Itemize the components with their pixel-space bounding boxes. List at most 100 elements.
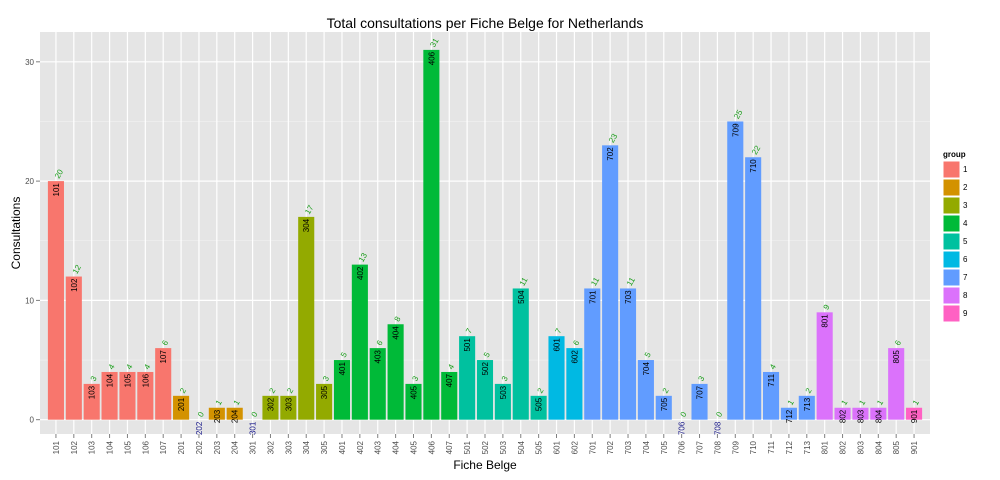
y-tick-label: 20 (25, 177, 34, 186)
bar-category-label: 704 (642, 362, 651, 376)
bar-707 (691, 383, 708, 420)
bar-value-label: 6 (893, 338, 903, 347)
bar-805 (888, 348, 905, 420)
bar-value-label: 5 (643, 350, 653, 359)
bar-value-label: 2 (536, 386, 546, 395)
bar-304 (298, 216, 315, 420)
x-tick-label: 803 (856, 440, 865, 454)
bar-406 (423, 49, 440, 420)
legend-label: 1 (963, 165, 968, 174)
bar-value-label: 0 (196, 410, 206, 419)
bar-305 (316, 383, 333, 420)
bar-702 (602, 145, 619, 420)
x-tick-label: 805 (892, 440, 901, 454)
legend: group 1 2 3 4 5 6 7 8 9 (942, 150, 968, 323)
bar-category-label: 804 (874, 409, 883, 423)
x-tick-label: 707 (696, 440, 705, 454)
bar-category-label: 710 (749, 159, 758, 173)
bar-106 (137, 371, 154, 420)
bar-value-label: 3 (696, 374, 706, 383)
x-tick-label: 105 (123, 440, 132, 454)
bar-403 (369, 348, 386, 420)
bar-502 (476, 360, 494, 420)
x-tick-label: 407 (445, 440, 454, 454)
x-tick-label: 102 (70, 440, 79, 454)
x-tick-label: 404 (392, 440, 401, 454)
legend-key-1 (942, 160, 961, 179)
bar-505 (530, 395, 547, 420)
x-tick-label: 901 (910, 440, 919, 454)
y-axis-title: Consultations (9, 197, 23, 270)
bar-401 (333, 360, 351, 420)
bar-101 (47, 181, 64, 420)
bar-value-label: 2 (178, 386, 188, 395)
x-tick-label: 403 (374, 440, 383, 454)
bar-709 (727, 121, 744, 420)
bar-category-label: 703 (624, 290, 633, 304)
bar-category-label: 404 (392, 326, 401, 340)
bar-701 (584, 288, 601, 420)
x-tick-label: 107 (159, 440, 168, 454)
x-tick-label: 711 (767, 440, 776, 453)
bar-value-label: 0 (679, 410, 689, 419)
bar-category-label: 502 (481, 362, 490, 376)
x-tick-label: 801 (821, 440, 830, 454)
legend-label: 4 (963, 219, 968, 228)
bar-category-label: 201 (177, 397, 186, 411)
x-tick-label: 708 (713, 440, 722, 454)
y-tick-label: 10 (25, 296, 34, 305)
bar-category-label: 406 (427, 51, 436, 65)
bar-category-label: 405 (409, 385, 418, 399)
x-tick-label: 503 (499, 440, 508, 454)
bar-category-label: 202 (195, 421, 204, 435)
legend-label: 3 (963, 201, 968, 210)
x-tick-label: 504 (517, 440, 526, 454)
bar-407 (441, 371, 458, 420)
x-tick-label: 401 (338, 440, 347, 454)
bar-category-label: 204 (231, 409, 240, 423)
bar-value-label: 8 (393, 314, 403, 323)
bar-703 (619, 288, 637, 420)
x-tick-label: 302 (266, 440, 275, 454)
bar-value-label: 7 (464, 326, 474, 335)
x-tick-label: 601 (553, 440, 562, 454)
bar-value-label: 1 (214, 398, 224, 407)
bar-503 (494, 383, 511, 420)
y-tick-label: 30 (25, 58, 34, 67)
bar-value-label: 3 (500, 374, 510, 383)
bar-802 (834, 407, 851, 420)
legend-key-9 (942, 304, 961, 323)
bar-102 (65, 276, 82, 420)
x-tick-label: 202 (195, 440, 204, 454)
bar-value-label: 6 (375, 338, 385, 347)
bar-category-label: 503 (499, 385, 508, 399)
bar-303 (280, 395, 297, 420)
bar-category-label: 304 (302, 218, 311, 232)
bar-category-label: 709 (731, 123, 740, 137)
bar-category-label: 303 (284, 397, 293, 411)
bar-103 (83, 383, 100, 420)
x-tick-label: 702 (606, 440, 615, 454)
x-tick-label: 712 (785, 440, 794, 454)
bar-value-label: 2 (267, 386, 277, 395)
bar-category-label: 708 (713, 421, 722, 435)
bar-105 (119, 371, 136, 420)
bar-710 (745, 157, 762, 420)
bar-category-label: 501 (463, 338, 472, 352)
bar-value-label: 3 (410, 374, 420, 383)
bar-203 (208, 407, 225, 420)
x-tick-label: 402 (356, 440, 365, 454)
x-tick-label: 705 (660, 440, 669, 454)
bar-value-label: 3 (321, 374, 331, 383)
x-tick-label: 304 (302, 440, 311, 454)
bar-category-label: 107 (159, 350, 168, 364)
bar-803 (852, 407, 869, 420)
bar-711 (762, 371, 780, 420)
x-tick-label: 204 (231, 440, 240, 454)
bar-category-label: 105 (123, 373, 132, 387)
legend-key-7 (942, 268, 961, 287)
bar-value-label: 5 (482, 350, 492, 359)
x-tick-label: 802 (839, 440, 848, 454)
bar-201 (173, 395, 190, 420)
bar-801 (816, 312, 833, 420)
